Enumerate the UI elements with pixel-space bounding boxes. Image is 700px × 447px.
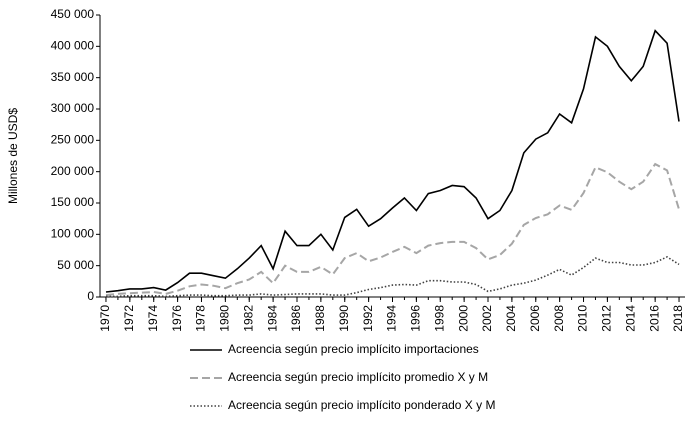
x-tick-label: 1988 [313, 305, 327, 332]
x-tick-label: 2010 [576, 305, 590, 332]
x-tick-label: 2006 [528, 305, 542, 332]
legend-label: Acreencia según precio implícito promedi… [228, 370, 488, 384]
x-tick-label: 2014 [623, 305, 637, 332]
y-tick-label: 300 000 [51, 101, 95, 115]
x-tick-label: 1974 [146, 305, 160, 332]
x-tick-label: 1990 [337, 305, 351, 332]
legend-label: Acreencia según precio implícito pondera… [228, 398, 495, 412]
series-line [105, 29, 680, 293]
series-line [105, 162, 680, 297]
x-tick-label: 2000 [456, 305, 470, 332]
x-tick-label: 1970 [98, 305, 112, 332]
x-tick-label: 2016 [647, 305, 661, 332]
y-tick-label: 250 000 [51, 133, 95, 147]
x-tick-label: 1994 [385, 305, 399, 332]
x-tick-label: 2012 [600, 305, 614, 332]
x-tick-label: 1976 [170, 305, 184, 332]
x-tick-label: 2004 [504, 305, 518, 332]
x-tick-label: 1978 [194, 305, 208, 332]
x-tick-label: 1992 [361, 305, 375, 332]
series-line [106, 255, 680, 298]
x-tick-label: 2008 [552, 305, 566, 332]
y-tick-label: 50 000 [57, 258, 94, 272]
legend-label: Acreencia según precio implícito importa… [228, 342, 479, 356]
x-tick-label: 1986 [289, 305, 303, 332]
y-tick-label: 100 000 [51, 227, 95, 241]
x-tick-label: 1982 [241, 305, 255, 332]
y-tick-label: 200 000 [51, 164, 95, 178]
x-tick-label: 1998 [432, 305, 446, 332]
y-tick-label: 450 000 [51, 7, 95, 21]
y-tick-label: 400 000 [51, 39, 95, 53]
x-tick-label: 1980 [218, 305, 232, 332]
x-tick-label: 1972 [122, 305, 136, 332]
x-tick-label: 2018 [671, 305, 685, 332]
y-tick-label: 150 000 [51, 195, 95, 209]
y-tick-label: 350 000 [51, 70, 95, 84]
x-tick-label: 1996 [409, 305, 423, 332]
x-tick-label: 1984 [265, 305, 279, 332]
y-axis-label: Millones de USD$ [6, 108, 20, 204]
x-tick-label: 2002 [480, 305, 494, 332]
y-tick-label: 0 [87, 289, 94, 303]
